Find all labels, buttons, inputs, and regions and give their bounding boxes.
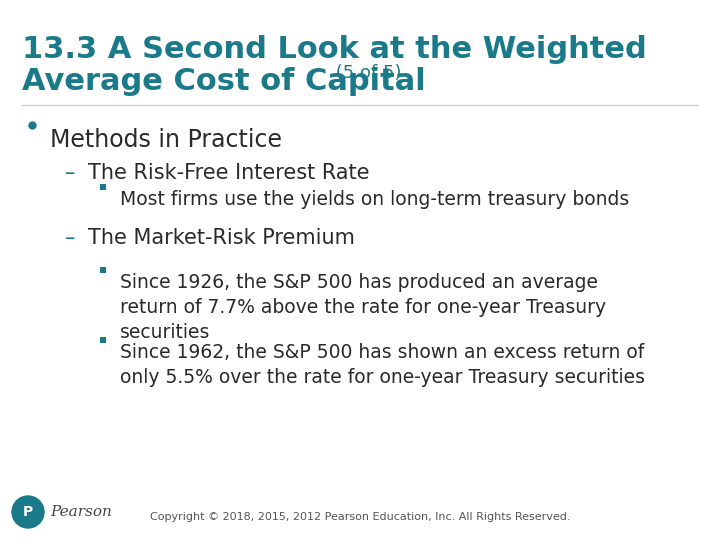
Text: Most firms use the yields on long-term treasury bonds: Most firms use the yields on long-term t… [120,190,629,209]
Text: –: – [65,228,76,248]
Text: –: – [65,163,76,183]
Text: The Risk-Free Interest Rate: The Risk-Free Interest Rate [88,163,369,183]
Circle shape [12,496,44,528]
Text: Since 1926, the S&P 500 has produced an average
return of 7.7% above the rate fo: Since 1926, the S&P 500 has produced an … [120,273,606,342]
Text: Pearson: Pearson [50,505,112,519]
Text: 13.3 A Second Look at the Weighted: 13.3 A Second Look at the Weighted [22,35,647,64]
Text: Since 1962, the S&P 500 has shown an excess return of
only 5.5% over the rate fo: Since 1962, the S&P 500 has shown an exc… [120,343,645,387]
Text: P: P [23,505,33,519]
Text: The Market-Risk Premium: The Market-Risk Premium [88,228,355,248]
Text: Copyright © 2018, 2015, 2012 Pearson Education, Inc. All Rights Reserved.: Copyright © 2018, 2015, 2012 Pearson Edu… [150,512,570,522]
Text: Average Cost of Capital: Average Cost of Capital [22,67,426,96]
Text: (5 of 5): (5 of 5) [330,64,402,82]
Text: Methods in Practice: Methods in Practice [50,128,282,152]
